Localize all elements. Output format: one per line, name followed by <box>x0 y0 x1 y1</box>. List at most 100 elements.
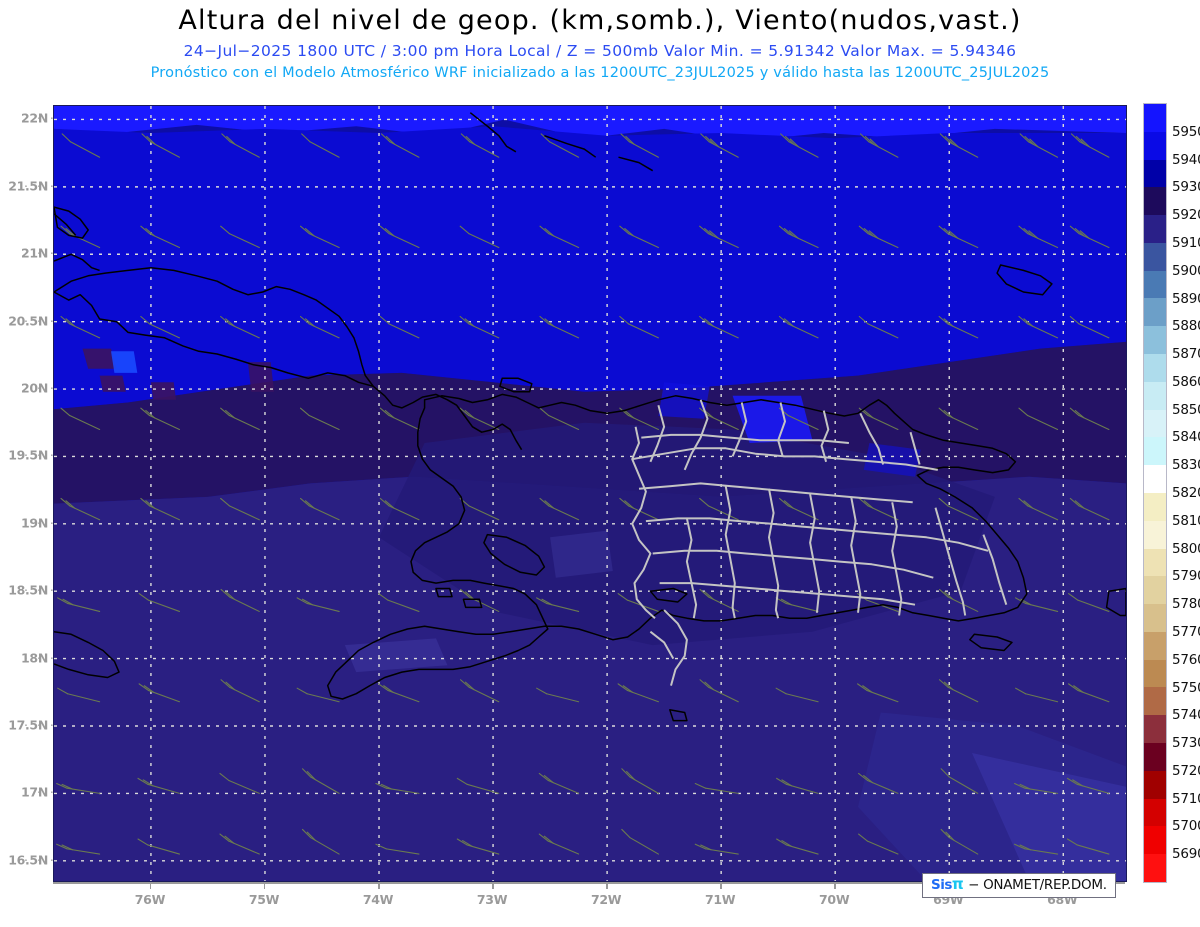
longitude-label: 76W <box>134 892 166 907</box>
latitude-label: 22N <box>21 110 48 126</box>
wind-barb <box>220 225 260 249</box>
wind-barb <box>1018 315 1059 339</box>
colorbar-tick-label: 5840 <box>1172 429 1200 446</box>
latitude-tick-marks: · · · <box>24 717 57 733</box>
wind-barb <box>938 407 979 431</box>
colorbar-band <box>1144 492 1166 521</box>
colorbar-tick-label: 5830 <box>1172 457 1200 474</box>
wind-barb <box>694 843 739 855</box>
wind-barb <box>940 828 979 855</box>
wind-barb <box>138 593 180 612</box>
map-canvas[interactable] <box>53 105 1127 882</box>
wind-barb <box>619 407 659 431</box>
wind-barb <box>1068 683 1110 703</box>
longitude-tick <box>834 882 836 889</box>
wind-barb <box>459 225 500 249</box>
wind-barb <box>140 497 180 521</box>
colorbar-band <box>1144 215 1166 243</box>
wind-barb <box>858 833 899 855</box>
wind-barb <box>375 782 420 794</box>
colorbar-tick-label: 5770 <box>1172 623 1200 640</box>
wind-barb <box>778 315 819 339</box>
wind-barb <box>56 843 101 855</box>
colorbar-tick-label: 5710 <box>1172 790 1200 807</box>
wind-barb <box>1066 777 1110 794</box>
colorbar-tick-label: 5930 <box>1172 179 1200 196</box>
colorbar-band <box>1144 798 1166 827</box>
longitude-tick <box>492 882 494 889</box>
colorbar-tick-label: 5940 <box>1172 151 1200 168</box>
wind-barb <box>1019 133 1059 158</box>
coastlines <box>54 112 1126 722</box>
wind-barb <box>380 133 420 158</box>
wind-barb <box>938 315 979 339</box>
wind-barb <box>538 833 580 855</box>
colorbar-tick-label: 5810 <box>1172 512 1200 529</box>
logo-pi-icon: π <box>951 875 964 893</box>
wind-barb <box>778 497 819 521</box>
wind-barb <box>1069 497 1110 521</box>
latitude-tick-marks: · · · <box>24 245 57 261</box>
latitude-tick-marks: · · · <box>24 447 57 463</box>
colorbar-tick-label: 5760 <box>1172 651 1200 668</box>
colorbar-band <box>1144 687 1166 716</box>
wind-barb <box>1014 843 1059 855</box>
colorbar-tick-label: 5950 <box>1172 123 1200 140</box>
wind-barb <box>621 828 659 855</box>
colorbar-band <box>1144 548 1166 577</box>
wind-barb <box>858 225 899 249</box>
colorbar-band <box>1144 520 1166 549</box>
wind-barb <box>220 407 260 431</box>
latitude-tick-marks: · · · <box>24 110 57 126</box>
colorbar-tick-label: 5900 <box>1172 262 1200 279</box>
longitude-tick <box>263 882 266 889</box>
wind-barb <box>536 687 580 703</box>
colorbar-band <box>1144 465 1166 493</box>
wind-barb <box>1069 407 1110 431</box>
longitude-label: 74W <box>362 892 394 907</box>
latitude-tick-marks: · · · <box>24 582 57 598</box>
wind-barb <box>699 315 739 339</box>
latitude-label: 19N <box>21 515 48 531</box>
wind-barb <box>220 315 260 339</box>
colorbar-tick-label: 5890 <box>1172 290 1200 307</box>
wind-barb <box>220 588 260 612</box>
longitude-label: 75W <box>248 892 280 907</box>
wind-barb <box>296 687 340 703</box>
longitude-tick <box>378 882 380 889</box>
wind-barb <box>141 133 180 158</box>
wind-barb <box>775 687 819 703</box>
wind-barb <box>299 497 340 521</box>
wind-barb <box>379 407 420 431</box>
latitude-label: 20N <box>21 380 48 396</box>
colorbar-band <box>1144 826 1166 855</box>
latitude-label: 21N <box>21 245 48 261</box>
colorbar-band <box>1144 354 1166 382</box>
wind-barb <box>619 315 659 339</box>
page-title: Altura del nivel de geop. (km,somb.), Vi… <box>178 5 1022 36</box>
colorbar-tick-label: 5750 <box>1172 679 1200 696</box>
colorbar-tick-label: 5790 <box>1172 568 1200 585</box>
colorbar[interactable] <box>1143 103 1167 883</box>
wind-barb <box>1069 225 1110 249</box>
subtitle-model-info: Pronóstico con el Modelo Atmosférico WRF… <box>150 65 1050 81</box>
colorbar-band <box>1144 326 1166 355</box>
colorbar-band <box>1144 381 1166 410</box>
colorbar-tick-label: 5720 <box>1172 762 1200 779</box>
colorbar-band <box>1144 770 1166 799</box>
colorbar-band <box>1144 659 1166 688</box>
wind-barb <box>776 838 819 855</box>
wind-barb <box>1070 133 1110 158</box>
wind-barb <box>1068 593 1110 612</box>
colorbar-tick-label: 5870 <box>1172 346 1200 363</box>
colorbar-tick-label: 5820 <box>1172 485 1200 501</box>
colorbar-band <box>1144 131 1166 160</box>
wind-barb <box>540 133 580 158</box>
longitude-tick <box>720 882 722 889</box>
longitude-tick <box>606 882 608 889</box>
latitude-label: 16.5N <box>8 852 48 868</box>
wind-barb <box>699 679 739 703</box>
wind-barb <box>699 497 739 521</box>
wind-barb <box>220 497 260 521</box>
wind-barb <box>539 497 580 521</box>
